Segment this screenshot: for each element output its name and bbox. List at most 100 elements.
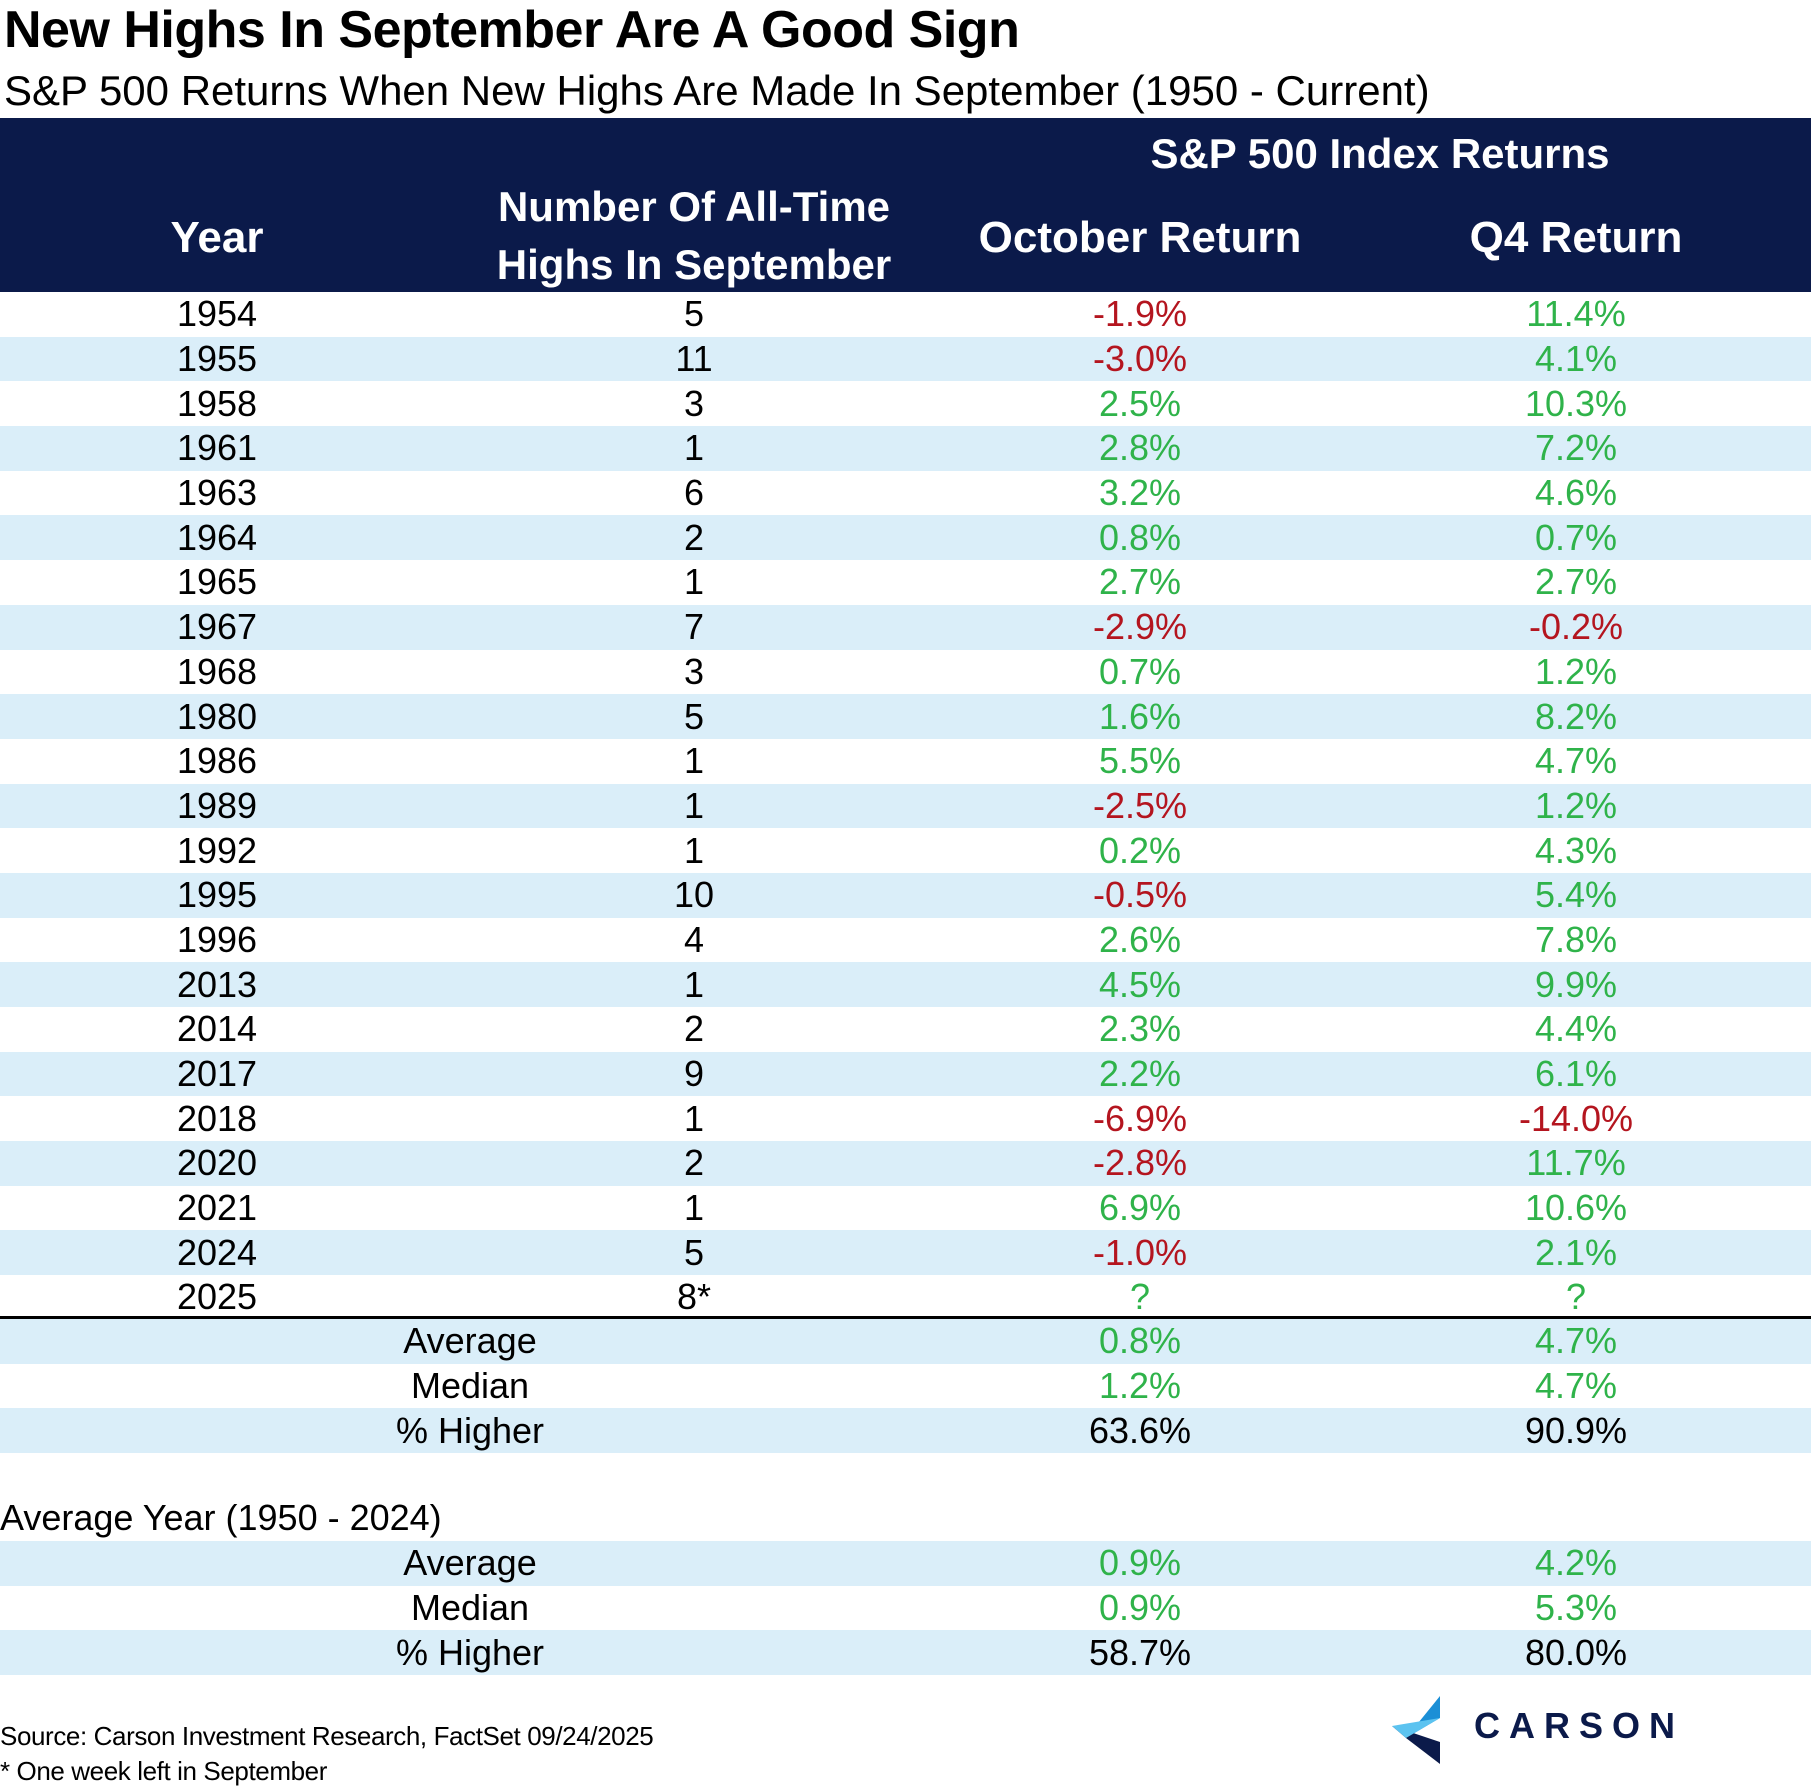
q4-return-cell: 4.1% bbox=[1534, 338, 1618, 380]
table-row: 1968 3 0.7% 1.2% bbox=[0, 650, 1811, 695]
year-cell: 2018 bbox=[176, 1097, 258, 1139]
table-row: 1980 5 1.6% 8.2% bbox=[0, 694, 1811, 739]
header-count: Number Of All-Time Highs In September bbox=[496, 183, 892, 288]
q4-return-cell: -0.2% bbox=[1528, 606, 1624, 648]
q4-return-cell: 6.1% bbox=[1534, 1053, 1618, 1095]
table-row: 2013 1 4.5% 9.9% bbox=[0, 962, 1811, 1007]
count-cell: 3 bbox=[683, 382, 705, 424]
october-return-cell: 6.9% bbox=[1098, 1187, 1182, 1229]
summary-label: Average bbox=[403, 1542, 537, 1584]
october-return-cell: 1.6% bbox=[1098, 695, 1182, 737]
q4-return-cell: 0.7% bbox=[1534, 516, 1618, 558]
october-return-cell: 2.2% bbox=[1098, 1053, 1182, 1095]
october-return-cell: 2.3% bbox=[1098, 1008, 1182, 1050]
q4-return-cell: 2.7% bbox=[1534, 561, 1618, 603]
count-cell: 2 bbox=[683, 1008, 705, 1050]
table-row: 2014 2 2.3% 4.4% bbox=[0, 1007, 1811, 1052]
october-return-cell: 2.5% bbox=[1098, 382, 1182, 424]
table-row: 1954 5 -1.9% 11.4% bbox=[0, 292, 1811, 337]
summary-october: 0.9% bbox=[1098, 1587, 1182, 1629]
year-cell: 1992 bbox=[176, 829, 258, 871]
year-cell: 1963 bbox=[176, 472, 258, 514]
count-cell: 9 bbox=[683, 1053, 705, 1095]
q4-return-cell: 7.8% bbox=[1534, 918, 1618, 960]
q4-return-cell: 11.7% bbox=[1526, 1142, 1626, 1184]
header-october: October Return bbox=[978, 213, 1302, 262]
q4-return-cell: -14.0% bbox=[1518, 1097, 1634, 1139]
october-return-cell: 5.5% bbox=[1098, 740, 1182, 782]
year-cell: 1995 bbox=[176, 874, 258, 916]
summary-row: Average 0.9% 4.2% bbox=[0, 1541, 1811, 1586]
table-row: 2021 1 6.9% 10.6% bbox=[0, 1186, 1811, 1231]
year-cell: 1954 bbox=[176, 293, 258, 335]
october-return-cell: 2.8% bbox=[1098, 427, 1182, 469]
count-cell: 7 bbox=[683, 606, 705, 648]
q4-return-cell: 1.2% bbox=[1534, 650, 1618, 692]
october-return-cell: -0.5% bbox=[1092, 874, 1188, 916]
year-cell: 2021 bbox=[176, 1187, 258, 1229]
october-return-cell: 0.2% bbox=[1098, 829, 1182, 871]
october-return-cell: -1.9% bbox=[1092, 293, 1188, 335]
summary-q4: 4.7% bbox=[1534, 1320, 1618, 1362]
q4-return-cell: 9.9% bbox=[1534, 963, 1618, 1005]
q4-return-cell: 8.2% bbox=[1534, 695, 1618, 737]
count-cell: 1 bbox=[683, 963, 705, 1005]
q4-return-cell: 11.4% bbox=[1526, 293, 1626, 335]
year-cell: 1961 bbox=[176, 427, 258, 469]
year-cell: 1980 bbox=[176, 695, 258, 737]
count-cell: 5 bbox=[683, 1231, 705, 1273]
summary-label: Average bbox=[403, 1320, 537, 1362]
summary-rows: Average 0.8% 4.7% Median 1.2% 4.7% % Higher 63.… bbox=[0, 1319, 1811, 1454]
october-return-cell: -2.9% bbox=[1092, 606, 1188, 648]
q4-return-cell: 7.2% bbox=[1534, 427, 1618, 469]
header-year: Year bbox=[170, 213, 264, 262]
table-row: 1996 4 2.6% 7.8% bbox=[0, 918, 1811, 963]
count-cell: 5 bbox=[683, 695, 705, 737]
table-row: 1963 6 3.2% 4.6% bbox=[0, 471, 1811, 516]
count-cell: 1 bbox=[683, 427, 705, 469]
count-cell: 4 bbox=[683, 918, 705, 960]
table-row: 1989 1 -2.5% 1.2% bbox=[0, 783, 1811, 829]
year-cell: 1989 bbox=[176, 784, 258, 826]
summary-q4: 80.0% bbox=[1524, 1631, 1628, 1673]
count-cell: 6 bbox=[683, 472, 705, 514]
summary-october: 63.6% bbox=[1088, 1409, 1192, 1451]
table-row: 1992 1 0.2% 4.3% bbox=[0, 828, 1811, 873]
year-cell: 1968 bbox=[176, 650, 258, 692]
q4-return-cell: ? bbox=[1565, 1276, 1587, 1318]
summary-label: Median bbox=[410, 1365, 530, 1407]
october-return-cell: 2.7% bbox=[1098, 561, 1182, 603]
summary-q4: 4.7% bbox=[1534, 1365, 1618, 1407]
source-note: Source: Carson Investment Research, Fact… bbox=[0, 1721, 654, 1751]
year-cell: 2014 bbox=[176, 1008, 258, 1050]
year-cell: 2024 bbox=[176, 1231, 258, 1273]
count-cell: 1 bbox=[683, 1097, 705, 1139]
q4-return-cell: 10.6% bbox=[1524, 1187, 1628, 1229]
year-cell: 1955 bbox=[176, 338, 258, 380]
count-cell: 1 bbox=[683, 561, 705, 603]
count-cell: 11 bbox=[675, 338, 713, 380]
count-cell: 8* bbox=[676, 1276, 712, 1318]
table-row: 1967 7 -2.9% -0.2% bbox=[0, 604, 1811, 650]
table-row: 2017 9 2.2% 6.1% bbox=[0, 1051, 1811, 1097]
year-cell: 1986 bbox=[176, 740, 258, 782]
count-cell: 5 bbox=[683, 293, 705, 335]
summary-row: % Higher 63.6% 90.9% bbox=[0, 1408, 1811, 1454]
chart-subtitle: S&P 500 Returns When New Highs Are Made … bbox=[4, 67, 1430, 114]
october-return-cell: 4.5% bbox=[1098, 963, 1182, 1005]
year-cell: 1964 bbox=[176, 516, 258, 558]
year-cell: 1958 bbox=[176, 382, 258, 424]
year-cell: 1965 bbox=[176, 561, 258, 603]
summary-row: Median 0.9% 5.3% bbox=[0, 1586, 1811, 1631]
summary-label: % Higher bbox=[395, 1631, 545, 1673]
average-year-rows: Average 0.9% 4.2% Median 0.9% 5.3% % Higher 58.… bbox=[0, 1541, 1811, 1676]
table-row: 2025 8*?? bbox=[0, 1275, 1811, 1320]
october-return-cell: 0.8% bbox=[1098, 516, 1182, 558]
october-return-cell: -1.0% bbox=[1092, 1231, 1188, 1273]
summary-row: Average 0.8% 4.7% bbox=[0, 1319, 1811, 1364]
footnote: * One week left in September bbox=[0, 1756, 327, 1786]
carson-logo: CARSON bbox=[1392, 1696, 1692, 1766]
table-row: 2020 2 -2.8% 11.7% bbox=[0, 1141, 1811, 1186]
year-cell: 2017 bbox=[176, 1053, 258, 1095]
q4-return-cell: 4.6% bbox=[1534, 472, 1618, 514]
